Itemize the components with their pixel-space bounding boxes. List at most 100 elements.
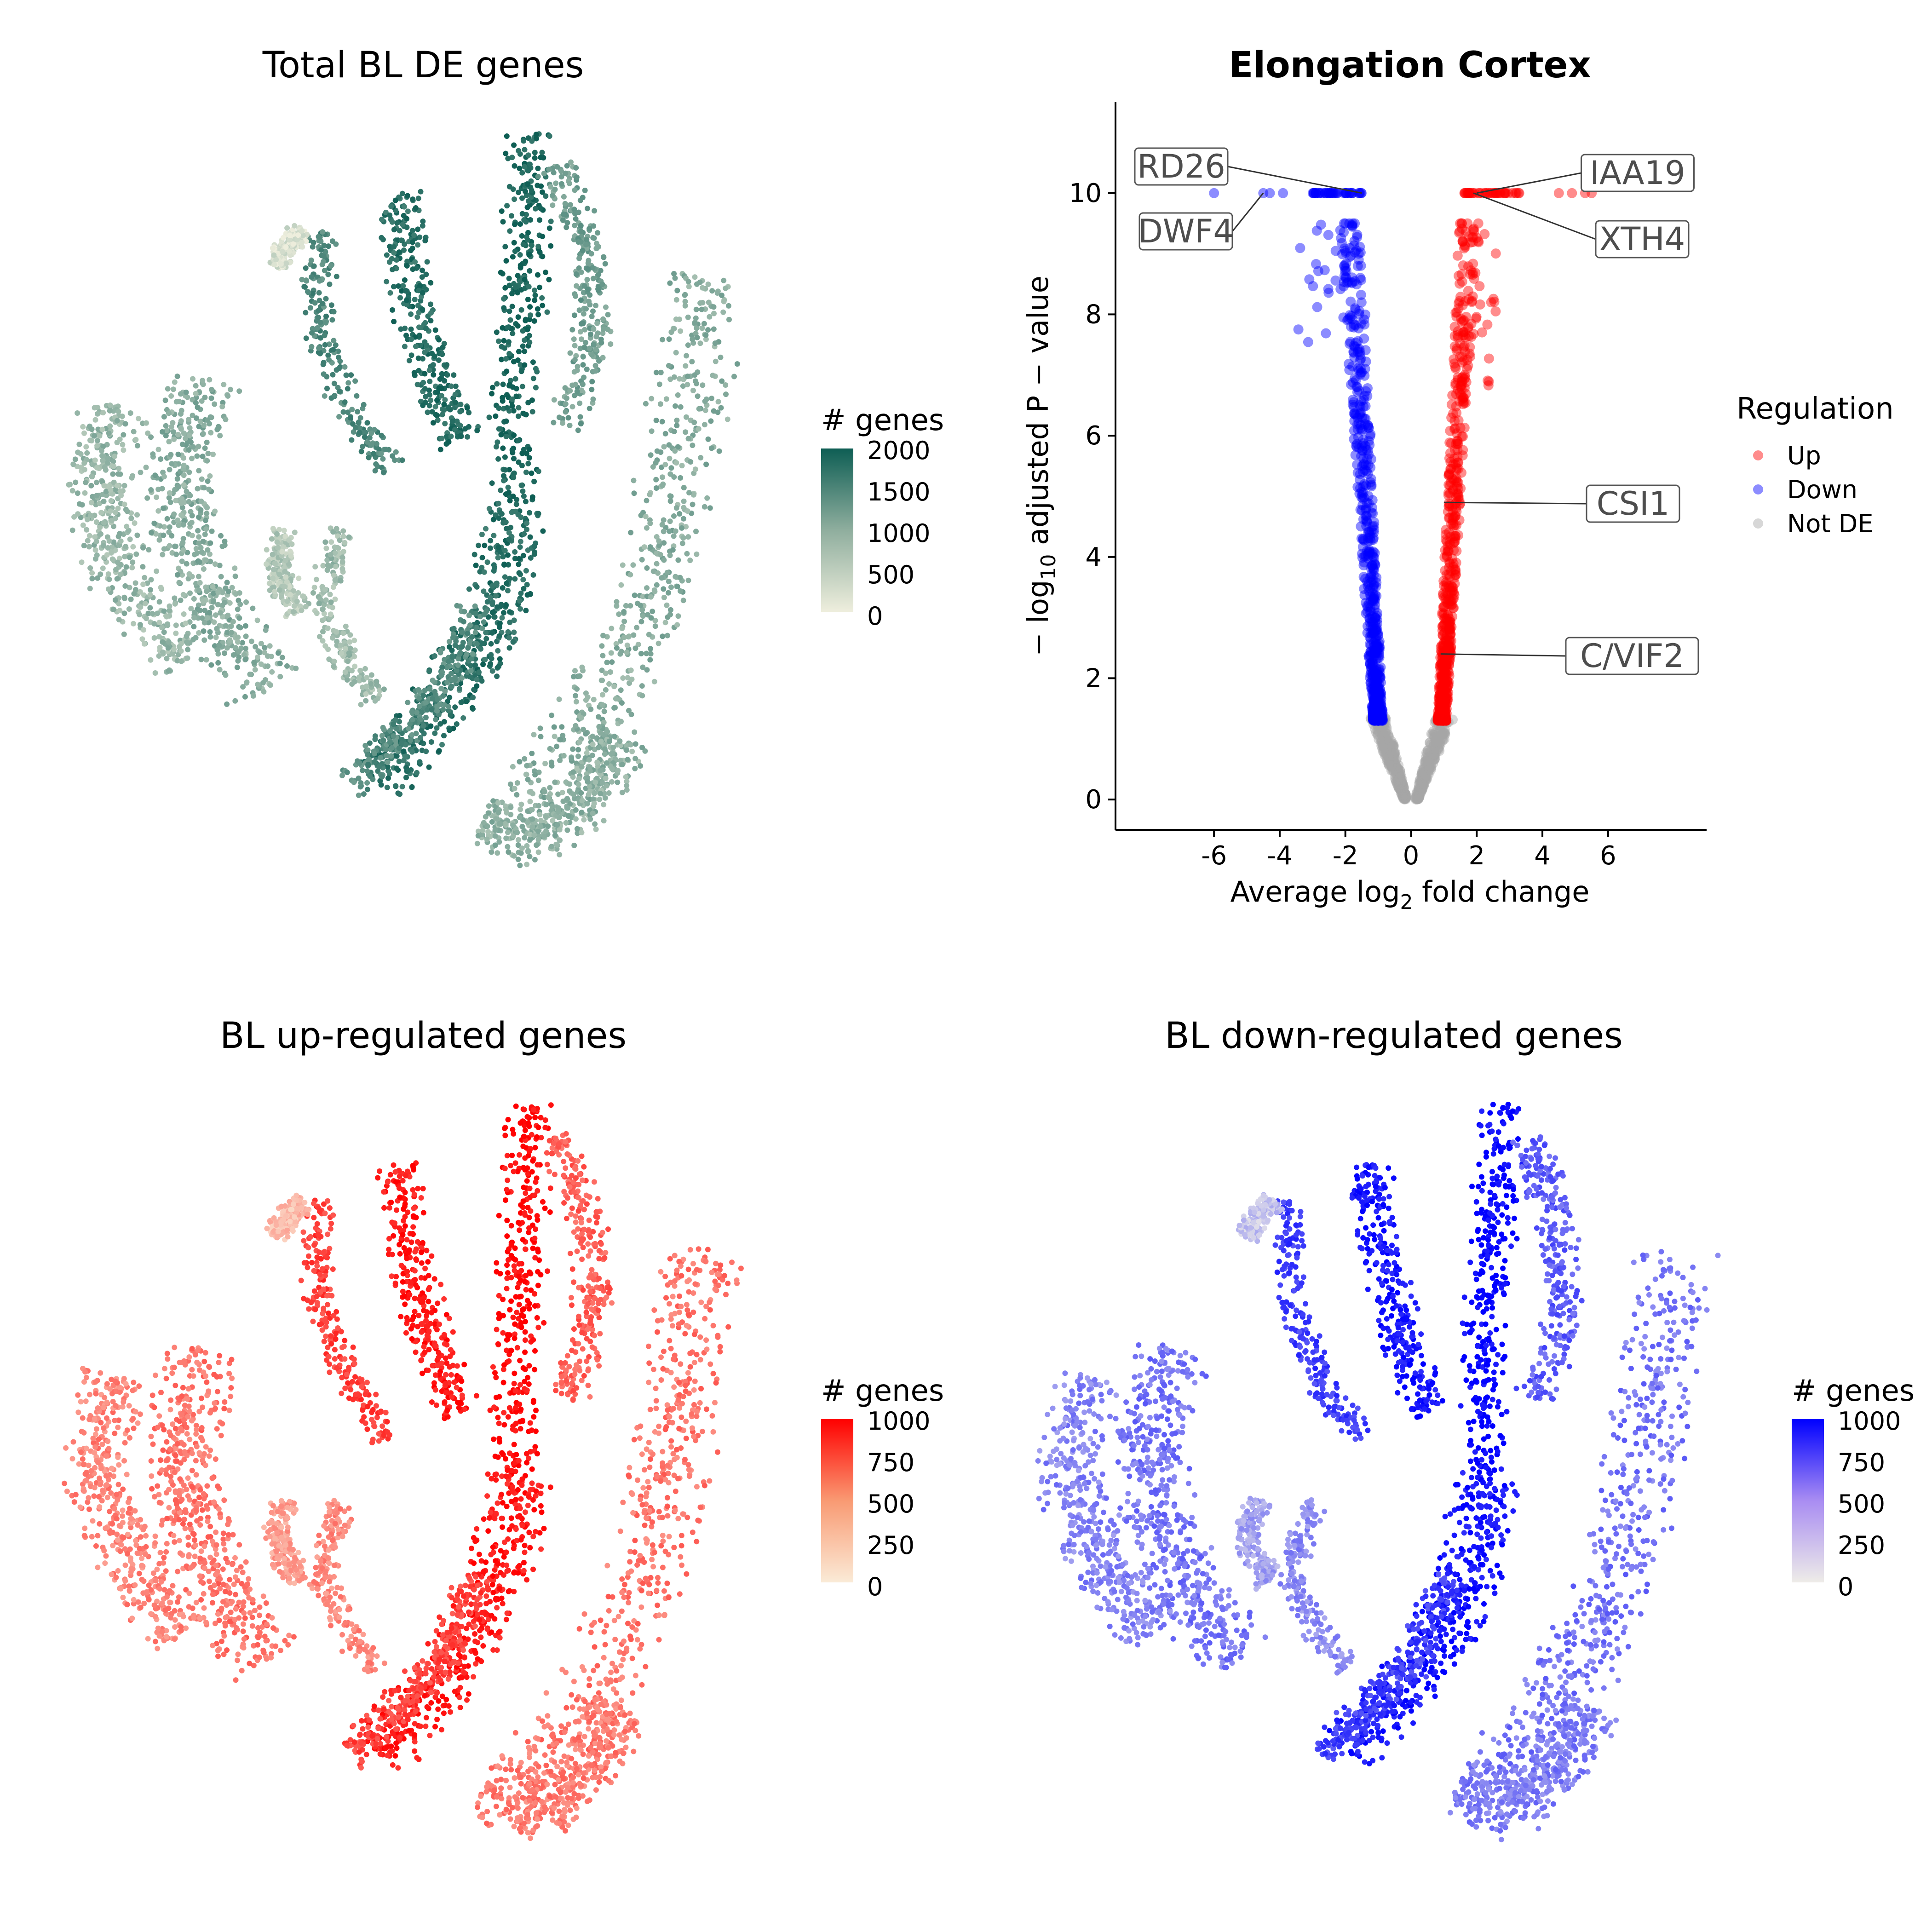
umap-cell: [118, 571, 124, 577]
umap-cell: [638, 650, 644, 656]
umap-cell: [69, 527, 75, 533]
umap-cell: [322, 643, 328, 649]
umap-cell: [620, 675, 626, 681]
umap-cell: [454, 603, 460, 609]
umap-cell: [334, 526, 339, 532]
umap-cell: [204, 458, 210, 464]
umap-cell: [675, 613, 681, 619]
umap-cell: [234, 664, 240, 670]
umap-cell: [196, 559, 202, 565]
umap-cell: [134, 532, 140, 538]
umap-cell: [345, 386, 351, 391]
umap-cell: [540, 234, 546, 239]
umap-cell: [500, 554, 506, 560]
umap-cell: [574, 174, 580, 180]
umap-cell: [511, 142, 517, 148]
umap-cell: [594, 320, 600, 326]
umap-cell: [202, 608, 208, 614]
umap-cell: [469, 705, 475, 711]
umap-cell: [489, 385, 495, 391]
umap-cell: [218, 574, 224, 580]
umap-cell: [547, 746, 553, 752]
umap-cell: [661, 594, 667, 600]
umap-cell: [150, 611, 155, 617]
umap-cell: [178, 426, 184, 432]
umap-cell: [166, 439, 172, 445]
umap-cell: [327, 592, 333, 598]
umap-cell: [247, 671, 253, 677]
umap-cell: [250, 605, 256, 611]
umap-cell: [447, 727, 452, 733]
umap-cell: [139, 636, 145, 642]
umap-cell: [362, 434, 368, 440]
umap-cell: [384, 252, 390, 258]
umap-cell: [317, 320, 323, 326]
umap-cell: [448, 677, 454, 683]
umap-cell: [397, 713, 402, 719]
umap-cell: [218, 533, 224, 539]
umap-cell: [309, 344, 315, 350]
umap-cell: [441, 407, 447, 413]
umap-cell: [428, 301, 433, 307]
umap-cell: [439, 436, 445, 442]
umap-cell: [600, 653, 606, 659]
umap-cell: [573, 381, 579, 387]
umap-cell: [308, 257, 314, 263]
umap-cell: [665, 632, 670, 638]
umap-cell: [223, 672, 229, 678]
umap-cell: [430, 696, 435, 702]
umap-cell: [333, 564, 339, 569]
umap-cell: [309, 274, 315, 280]
umap-cell: [457, 650, 463, 656]
umap-cell: [338, 642, 344, 648]
umap-cell: [107, 408, 113, 414]
umap-cell: [682, 299, 688, 305]
umap-cell: [452, 643, 458, 649]
umap-cell: [393, 783, 399, 789]
umap-cell: [667, 518, 673, 524]
umap-cell: [489, 599, 495, 605]
umap-cell: [624, 649, 630, 655]
umap-cell: [576, 255, 582, 261]
umap-cell: [507, 781, 513, 787]
umap-cell: [441, 733, 447, 739]
umap-cell: [456, 686, 462, 692]
umap-cell: [606, 738, 612, 744]
umap-cell: [293, 666, 299, 671]
umap-cell: [604, 729, 610, 735]
umap-cell: [505, 629, 511, 635]
umap-cell: [176, 523, 182, 528]
umap-cell: [529, 824, 535, 830]
umap-cell: [72, 456, 78, 462]
umap-cell: [518, 265, 523, 270]
umap-cell: [548, 184, 553, 190]
umap-cell: [578, 321, 584, 327]
volcano-point: [1373, 729, 1383, 740]
umap-cell: [200, 598, 206, 604]
umap-cell: [537, 205, 543, 211]
umap-cell: [444, 372, 450, 378]
umap-cell: [590, 235, 596, 241]
umap-cell: [567, 388, 573, 394]
umap-cell: [540, 253, 546, 259]
umap-cell: [496, 405, 502, 411]
umap-cell: [470, 651, 476, 657]
umap-cell: [199, 476, 205, 482]
umap-cell: [448, 671, 454, 677]
umap-cell: [211, 590, 217, 596]
umap-cell: [675, 392, 681, 398]
umap-cell: [107, 508, 113, 514]
volcano-point: [1377, 740, 1388, 750]
umap-cell: [178, 648, 184, 654]
umap-cell: [451, 626, 457, 632]
umap-cell: [525, 152, 531, 158]
umap-cell: [95, 411, 100, 417]
umap-cell: [187, 590, 193, 596]
umap-cell: [417, 234, 423, 240]
umap-cell: [643, 513, 649, 519]
umap-cell: [524, 763, 530, 769]
umap-cell: [487, 545, 493, 551]
umap-cell: [448, 433, 454, 439]
umap-cell: [184, 639, 190, 645]
umap-cell: [673, 574, 678, 580]
